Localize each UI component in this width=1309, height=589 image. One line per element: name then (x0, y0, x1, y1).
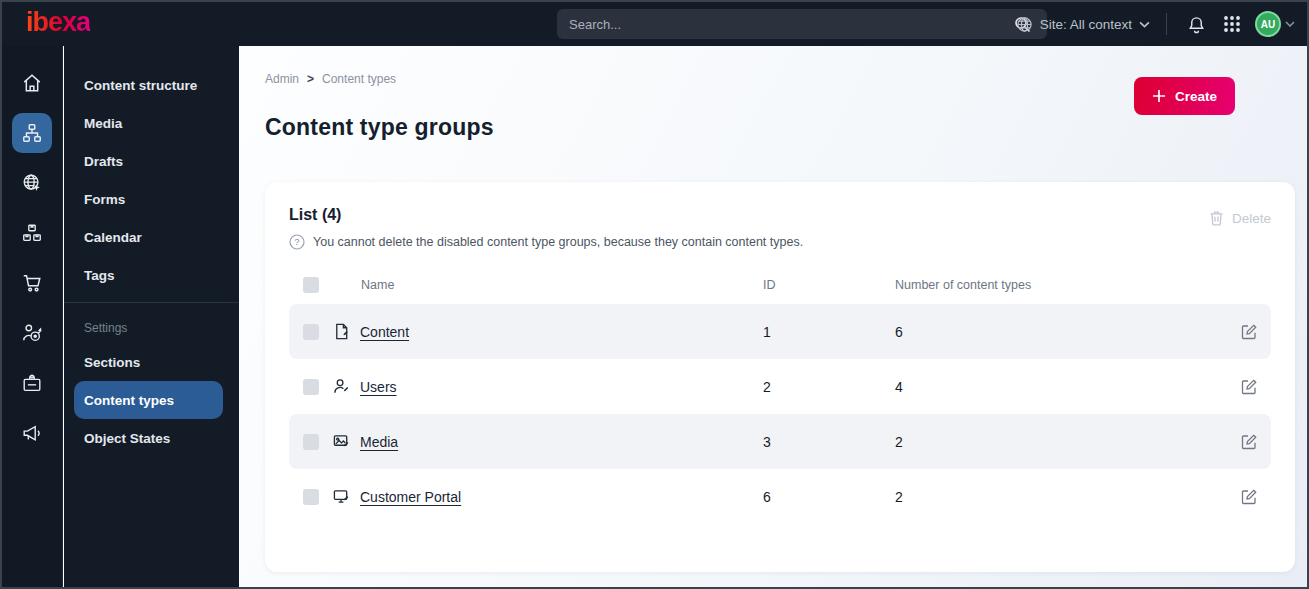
trash-icon (1209, 210, 1224, 226)
site-globe-icon (21, 172, 43, 194)
sidebar-item-tags[interactable]: Tags (74, 256, 223, 294)
sidebar-item-media[interactable]: Media (74, 104, 223, 142)
sidebar-menu: Content structure Media Drafts Forms Cal… (64, 46, 239, 589)
group-id: 3 (763, 434, 895, 450)
main-content: Admin > Content types Create Content typ… (240, 46, 1307, 587)
page-title: Content type groups (265, 114, 494, 141)
monitor-icon (333, 488, 350, 505)
edit-icon[interactable] (1227, 434, 1271, 450)
breadcrumb-current: Content types (322, 72, 396, 86)
site-selector-label: Site: All context (1040, 17, 1132, 32)
svg-text:?: ? (294, 236, 299, 247)
select-all-checkbox[interactable] (303, 277, 319, 293)
rail-item-commerce[interactable] (12, 263, 52, 303)
group-count: 2 (895, 434, 1227, 450)
row-checkbox[interactable] (303, 489, 319, 505)
table-header-row: Name ID Number of content types (289, 266, 1271, 304)
rail-item-personnel[interactable] (12, 363, 52, 403)
list-help-text: You cannot delete the disabled content t… (313, 235, 803, 249)
row-checkbox[interactable] (303, 324, 319, 340)
user-icon (333, 378, 350, 395)
row-checkbox[interactable] (303, 379, 319, 395)
sidebar-item-content-types[interactable]: Content types (74, 381, 223, 419)
globe-icon (1016, 16, 1033, 33)
cart-icon (21, 272, 43, 294)
rail-item-marketing[interactable] (12, 413, 52, 453)
create-button[interactable]: Create (1134, 77, 1235, 115)
apps-grid-icon[interactable] (1219, 11, 1245, 37)
sidebar-item-sections[interactable]: Sections (74, 343, 223, 381)
plus-icon (1152, 89, 1166, 103)
rail-item-content[interactable] (12, 113, 52, 153)
group-link[interactable]: Users (360, 379, 397, 395)
topbar: ibexa Site: All context (2, 2, 1307, 46)
rail-item-dashboard[interactable] (12, 63, 52, 103)
content-type-groups-table: Name ID Number of content types Content … (289, 266, 1271, 524)
create-button-label: Create (1175, 89, 1217, 104)
breadcrumb: Admin > Content types (265, 72, 396, 86)
megaphone-icon (21, 422, 43, 444)
product-boxes-icon (21, 222, 43, 244)
rail-item-product-catalog[interactable] (12, 213, 52, 253)
group-link[interactable]: Customer Portal (360, 489, 461, 505)
sidebar-item-object-states[interactable]: Object States (74, 419, 223, 457)
group-count: 2 (895, 489, 1227, 505)
group-id: 1 (763, 324, 895, 340)
sidebar-divider (64, 302, 239, 303)
table-row-users: Users 2 4 (289, 359, 1271, 414)
rail-item-customers[interactable] (12, 313, 52, 353)
global-search[interactable] (557, 9, 1047, 39)
chevron-down-icon (1139, 21, 1150, 28)
app-window: ibexa Site: All context (0, 0, 1309, 589)
group-id: 2 (763, 379, 895, 395)
table-row-customer-portal: Customer Portal 6 2 (289, 469, 1271, 524)
edit-icon[interactable] (1227, 379, 1271, 395)
group-count: 6 (895, 324, 1227, 340)
chevron-down-icon (1285, 21, 1295, 27)
group-count: 4 (895, 379, 1227, 395)
column-header-id: ID (763, 278, 895, 292)
sidebar-item-forms[interactable]: Forms (74, 180, 223, 218)
list-card: List (4) ? You cannot delete the disable… (265, 182, 1295, 572)
content-tree-icon (21, 122, 43, 144)
column-header-name: Name (333, 278, 763, 292)
avatar[interactable]: AU (1255, 11, 1281, 37)
group-link[interactable]: Content (360, 324, 409, 340)
sidebar-item-content-structure[interactable]: Content structure (74, 66, 223, 104)
sidebar-icon-rail (2, 46, 63, 589)
row-checkbox[interactable] (303, 434, 319, 450)
image-icon (333, 433, 350, 450)
breadcrumb-admin[interactable]: Admin (265, 72, 299, 86)
edit-icon[interactable] (1227, 324, 1271, 340)
customer-target-icon (21, 322, 43, 344)
column-header-count: Number of content types (895, 278, 1227, 292)
sidebar-item-drafts[interactable]: Drafts (74, 142, 223, 180)
list-title: List (4) (289, 206, 803, 224)
file-icon (333, 323, 350, 340)
user-menu[interactable]: AU (1255, 11, 1295, 37)
edit-icon[interactable] (1227, 489, 1271, 505)
site-context-selector[interactable]: Site: All context (1016, 16, 1150, 33)
table-row-content: Content 1 6 (289, 304, 1271, 359)
help-circle-icon: ? (289, 234, 305, 250)
topbar-divider (1166, 13, 1167, 35)
group-id: 6 (763, 489, 895, 505)
group-link[interactable]: Media (360, 434, 398, 450)
rail-item-site[interactable] (12, 163, 52, 203)
delete-button[interactable]: Delete (1209, 210, 1271, 226)
id-badge-icon (21, 372, 43, 394)
breadcrumb-separator: > (307, 72, 314, 86)
search-input[interactable] (569, 17, 1009, 32)
delete-button-label: Delete (1232, 211, 1271, 226)
home-icon (21, 72, 43, 94)
sidebar-item-calendar[interactable]: Calendar (74, 218, 223, 256)
ibexa-logo[interactable]: ibexa (26, 7, 90, 38)
sidebar-section-settings: Settings (64, 313, 239, 343)
table-row-media: Media 3 2 (289, 414, 1271, 469)
notifications-bell-icon[interactable] (1183, 11, 1209, 37)
